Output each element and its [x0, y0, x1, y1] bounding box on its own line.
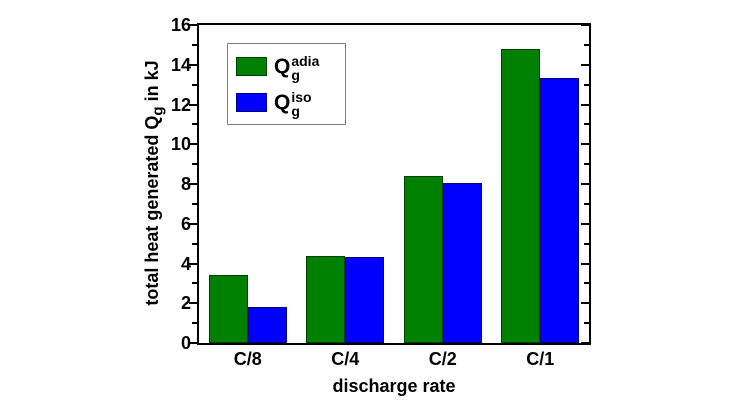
y-major-tick-left	[189, 103, 197, 106]
y-minor-tick-right	[584, 83, 589, 86]
legend-swatch-iso	[236, 93, 267, 112]
legend-label-subscript: g	[291, 66, 300, 83]
y-major-tick-right	[581, 183, 589, 185]
y-major-tick-left	[189, 342, 197, 344]
y-minor-tick-left	[192, 202, 197, 205]
legend-label-base: Q	[274, 91, 291, 114]
y-minor-tick-right	[584, 242, 589, 245]
y-major-tick-right	[581, 342, 589, 344]
y-major-tick-left	[189, 63, 197, 66]
y-tick-label: 12	[170, 94, 191, 115]
bar-adia-c4	[306, 255, 346, 343]
y-minor-tick-left	[192, 163, 197, 166]
x-tick-label: C/1	[526, 349, 555, 369]
legend-label-superscript: adia	[291, 52, 320, 69]
y-major-tick-left	[189, 143, 197, 146]
y-tick-label: 14	[170, 54, 191, 75]
y-tick-label: 4	[180, 253, 191, 274]
y-minor-tick-right	[584, 282, 589, 285]
x-axis-title: discharge rate	[332, 376, 456, 396]
bar-adia-c2	[403, 176, 443, 343]
y-minor-tick-left	[192, 123, 197, 126]
y-major-tick-left	[189, 302, 197, 305]
y-major-tick-right	[581, 222, 589, 225]
legend-label-scripts: adia g	[291, 54, 319, 82]
y-major-tick-left	[189, 222, 197, 225]
x-tick-label: C/4	[331, 349, 360, 369]
y-tick-label: 2	[180, 293, 191, 314]
legend-label-scripts: iso g	[291, 90, 311, 118]
y-minor-tick-left	[192, 83, 197, 86]
legend-swatch-adia	[236, 57, 267, 76]
y-minor-tick-right	[584, 202, 589, 205]
y-minor-tick-left	[192, 242, 197, 245]
bar-iso-c4	[345, 256, 385, 343]
y-minor-tick-left	[192, 43, 197, 46]
legend-label-superscript: iso	[291, 88, 312, 105]
y-major-tick-left	[189, 24, 197, 26]
y-major-tick-right	[581, 143, 589, 146]
y-major-tick-right	[581, 302, 589, 305]
y-major-tick-right	[581, 63, 589, 66]
y-minor-tick-right	[584, 43, 589, 46]
bar-adia-c8	[208, 275, 248, 343]
y-tick-label: 16	[170, 15, 191, 35]
y-minor-tick-right	[584, 123, 589, 126]
legend-label-base: Q	[274, 55, 291, 78]
y-minor-tick-left	[192, 282, 197, 285]
y-tick-label: 8	[180, 174, 191, 194]
y-minor-tick-right	[584, 163, 589, 166]
bar-adia-c1	[501, 48, 541, 343]
y-minor-tick-right	[584, 322, 589, 325]
bar-iso-c8	[247, 307, 287, 343]
y-major-tick-left	[189, 183, 197, 185]
y-minor-tick-left	[192, 322, 197, 325]
y-tick-label: 10	[170, 134, 191, 155]
x-tick-label: C/8	[233, 349, 262, 369]
bar-iso-c2	[442, 183, 482, 343]
y-tick-label: 6	[180, 213, 191, 234]
bar-iso-c1	[540, 77, 580, 343]
y-major-tick-right	[581, 262, 589, 265]
y-major-tick-left	[189, 262, 197, 265]
y-major-tick-right	[581, 103, 589, 106]
y-major-tick-right	[581, 24, 589, 26]
y-tick-label: 0	[180, 333, 191, 353]
x-tick-label: C/2	[428, 349, 457, 369]
legend-label-subscript: g	[291, 102, 300, 119]
